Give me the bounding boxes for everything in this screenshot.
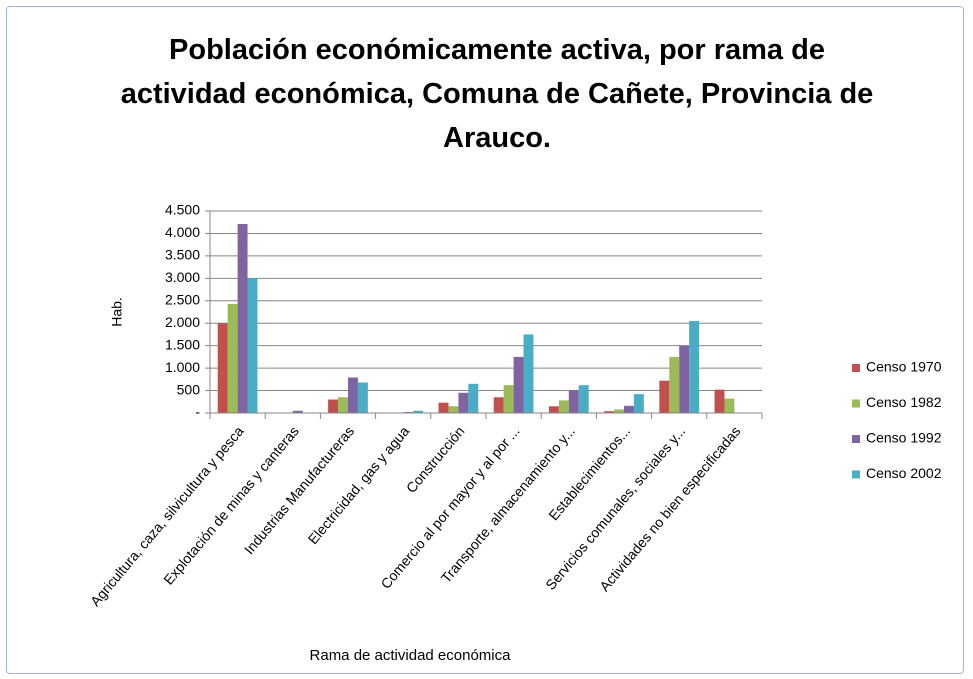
legend-swatch <box>852 470 860 479</box>
bar <box>493 397 504 413</box>
y-tick-label: 2.000 <box>165 314 200 330</box>
y-axis-label: Hab. <box>109 297 125 327</box>
bar <box>503 385 514 413</box>
bar <box>548 406 559 413</box>
bar <box>348 377 358 413</box>
x-axis-label: Rama de actividad económica <box>310 647 512 664</box>
legend-label: Censo 1992 <box>866 430 942 446</box>
y-tick-label: 4.000 <box>165 224 200 240</box>
x-tick-label: Electricidad, gas y agua <box>305 423 413 547</box>
chart-title: Población económicamente activa, por ram… <box>120 34 874 154</box>
bar <box>714 389 725 413</box>
bar <box>558 400 569 413</box>
y-tick-label: 500 <box>177 381 201 397</box>
bar <box>568 390 579 413</box>
bar <box>438 402 449 413</box>
bar <box>413 410 424 413</box>
bar <box>689 320 700 413</box>
x-tick-label: Industrias Manufactureras <box>241 423 357 557</box>
y-tick-label: 4.500 <box>165 202 200 218</box>
y-tick-label: 3.000 <box>165 269 200 285</box>
bar <box>513 356 524 413</box>
bar <box>523 334 534 413</box>
bar <box>292 410 303 413</box>
legend-label: Censo 2002 <box>866 465 942 481</box>
bar <box>338 397 348 413</box>
bar <box>604 411 615 413</box>
bar <box>614 409 624 413</box>
y-tick-label: - <box>195 404 200 420</box>
bar <box>679 345 690 413</box>
y-tick-label: 2.500 <box>165 291 200 307</box>
bar <box>217 323 228 413</box>
bar <box>633 394 644 413</box>
y-tick-label: 3.500 <box>165 247 200 263</box>
legend-swatch <box>852 364 860 372</box>
y-tick-label: 1.500 <box>165 336 200 352</box>
bar <box>237 224 248 413</box>
bar <box>448 406 459 413</box>
legend-swatch <box>852 435 860 443</box>
y-tick-label: 1.000 <box>165 359 200 375</box>
bar <box>227 303 238 413</box>
legend-label: Censo 1970 <box>866 359 942 375</box>
bar <box>624 405 634 413</box>
bar <box>357 382 368 413</box>
bar <box>468 383 479 413</box>
bar <box>578 385 589 413</box>
bar <box>724 398 735 413</box>
bar <box>328 399 339 413</box>
bar <box>458 392 469 413</box>
legend-swatch <box>852 399 860 408</box>
bar <box>669 356 680 413</box>
bar <box>247 278 258 413</box>
bar <box>659 380 670 413</box>
chart-frame <box>6 6 964 674</box>
legend-label: Censo 1982 <box>866 394 942 410</box>
